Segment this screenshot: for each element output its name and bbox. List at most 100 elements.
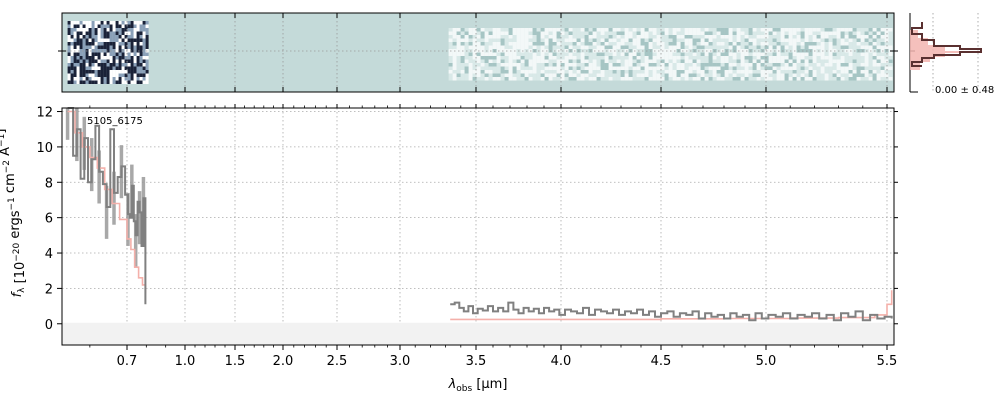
spectrum-2d-pixel (872, 59, 877, 63)
spectrum-2d-pixel (548, 77, 553, 81)
spectrum-2d-pixel (812, 28, 817, 32)
spectrum-2d-pixel (768, 56, 773, 60)
spectrum-2d-pixel (872, 38, 877, 42)
spectrum-2d-pixel (145, 66, 149, 70)
spectrum-2d-pixel (103, 28, 107, 32)
spectrum-2d-pixel (680, 35, 685, 39)
spectrum-2d-pixel (836, 66, 841, 70)
spectrum-2d-pixel (544, 42, 549, 46)
spectrum-2d-pixel (660, 59, 665, 63)
spectrum-2d-pixel (484, 38, 489, 42)
spectrum-2d-pixel (752, 73, 757, 77)
spectrum-2d-pixel (504, 77, 509, 81)
spectrum-2d-pixel (109, 59, 113, 63)
spectrum-2d-pixel (760, 70, 765, 74)
spectrum-2d-pixel (115, 38, 119, 42)
spectrum-2d-pixel (592, 70, 597, 74)
spectrum-2d-pixel (832, 73, 837, 77)
spectrum-2d-pixel (828, 52, 833, 56)
spectrum-2d-pixel (876, 70, 881, 74)
spectrum-2d-pixel (508, 70, 513, 74)
spectrum-2d-pixel (848, 59, 853, 63)
spectrum-2d-pixel (600, 31, 605, 35)
spectrum-2d-pixel (624, 66, 629, 70)
spectrum-2d-pixel (800, 28, 805, 32)
spectrum-2d-pixel (820, 56, 825, 60)
spectrum-2d-pixel (732, 38, 737, 42)
spectrum-2d-pixel (133, 24, 137, 28)
spectrum-2d-pixel (704, 63, 709, 67)
spectrum-2d-pixel (888, 63, 893, 67)
x-tick-label: 4.5 (651, 354, 672, 369)
spectrum-2d-pixel (82, 73, 86, 77)
spectrum-2d-pixel (109, 73, 113, 77)
spectrum-2d-pixel (640, 35, 645, 39)
spectrum-2d-pixel (103, 77, 107, 81)
spectrum-2d-pixel (492, 77, 497, 81)
spectrum-2d-pixel (868, 42, 873, 46)
spectrum-2d-pixel (588, 28, 593, 32)
spectrum-2d-pixel (656, 28, 661, 32)
spectrum-2d-pixel (732, 42, 737, 46)
spectrum-2d-pixel (768, 70, 773, 74)
spectrum-2d-pixel (812, 70, 817, 74)
spectrum-2d-pixel (127, 66, 131, 70)
spectrum-2d-pixel (97, 80, 101, 84)
spectrum-2d-pixel (628, 52, 633, 56)
spectrum-2d-pixel (652, 31, 657, 35)
spectrum-2d-pixel (864, 52, 869, 56)
spectrum-2d-pixel (520, 42, 525, 46)
spectrum-2d-pixel (652, 35, 657, 39)
spectrum-2d-pixel (88, 42, 92, 46)
spectrum-2d-pixel (540, 38, 545, 42)
spectrum-2d-pixel (712, 70, 717, 74)
spectrum-2d-pixel (67, 28, 71, 32)
spectrum-2d-pixel (796, 73, 801, 77)
spectrum-2d-pixel (604, 77, 609, 81)
spectrum-2d-pixel (524, 73, 529, 77)
spectrum-2d-pixel (828, 31, 833, 35)
spectrum-2d-pixel (484, 77, 489, 81)
spectrum-2d-pixel (100, 21, 104, 25)
spectrum-2d-pixel (127, 24, 131, 28)
spectrum-2d-pixel (70, 73, 74, 77)
spectrum-2d-pixel (124, 38, 128, 42)
spectrum-2d-pixel (544, 63, 549, 67)
spectrum-2d-pixel (524, 35, 529, 39)
spectrum-2d-pixel (840, 63, 845, 67)
spectrum-2d-pixel (548, 42, 553, 46)
spectrum-2d-pixel (139, 73, 143, 77)
spectrum-2d-pixel (752, 56, 757, 60)
spectrum-2d-pixel (792, 35, 797, 39)
spectrum-2d-pixel (776, 42, 781, 46)
spectrum-2d-pixel (580, 52, 585, 56)
spectrum-2d-pixel (872, 45, 877, 49)
spectrum-2d-pixel (528, 70, 533, 74)
spectrum-2d-pixel (85, 59, 89, 63)
spectrum-2d-pixel (740, 45, 745, 49)
spectrum-2d-pixel (640, 66, 645, 70)
spectrum-2d-pixel (464, 63, 469, 67)
spectrum-2d-pixel (544, 31, 549, 35)
spectrum-2d-pixel (772, 52, 777, 56)
spectrum-2d-pixel (800, 73, 805, 77)
spectrum-2d-pixel (82, 45, 86, 49)
spectrum-2d-pixel (88, 73, 92, 77)
spectrum-2d-pixel (764, 31, 769, 35)
spectrum-2d-pixel (464, 73, 469, 77)
spectrum-2d-pixel (768, 73, 773, 77)
spectrum-2d-pixel (592, 45, 597, 49)
spectrum-2d-pixel (816, 59, 821, 63)
spectrum-2d-pixel (556, 73, 561, 77)
spectrum-2d-pixel (836, 63, 841, 67)
spectrum-2d-pixel (464, 42, 469, 46)
spectrum-2d-pixel (460, 56, 465, 60)
spectrum-2d-pixel (848, 42, 853, 46)
spectrum-2d-pixel (540, 73, 545, 77)
spectrum-2d-pixel (856, 42, 861, 46)
spectrum-2d-pixel (127, 70, 131, 74)
spectrum-2d-pixel (728, 52, 733, 56)
spectrum-2d-pixel (644, 77, 649, 81)
spectrum-2d-pixel (872, 42, 877, 46)
spectrum-2d-pixel (768, 42, 773, 46)
